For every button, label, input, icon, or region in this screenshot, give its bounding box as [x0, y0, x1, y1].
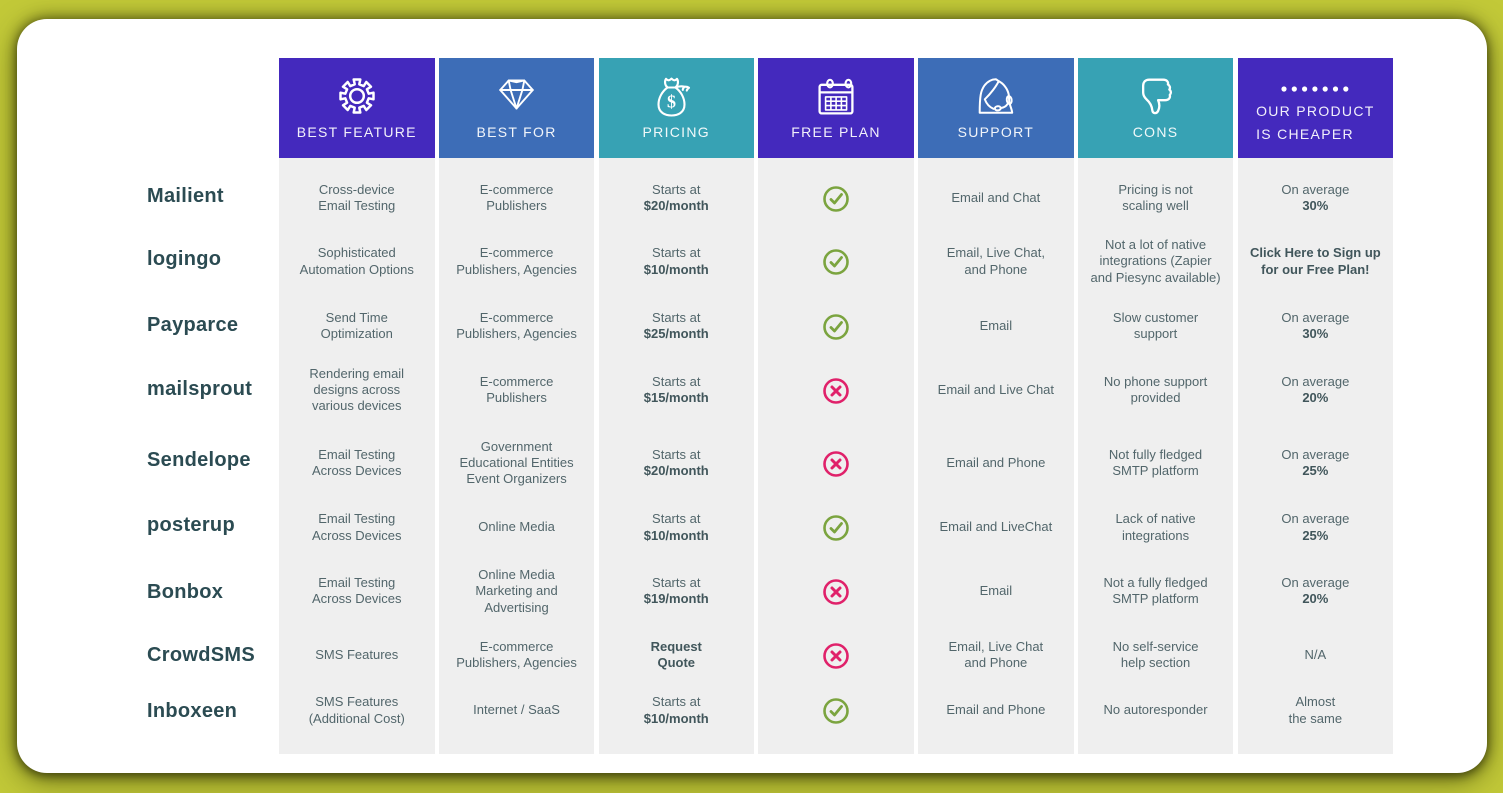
- svg-text:$: $: [667, 92, 676, 112]
